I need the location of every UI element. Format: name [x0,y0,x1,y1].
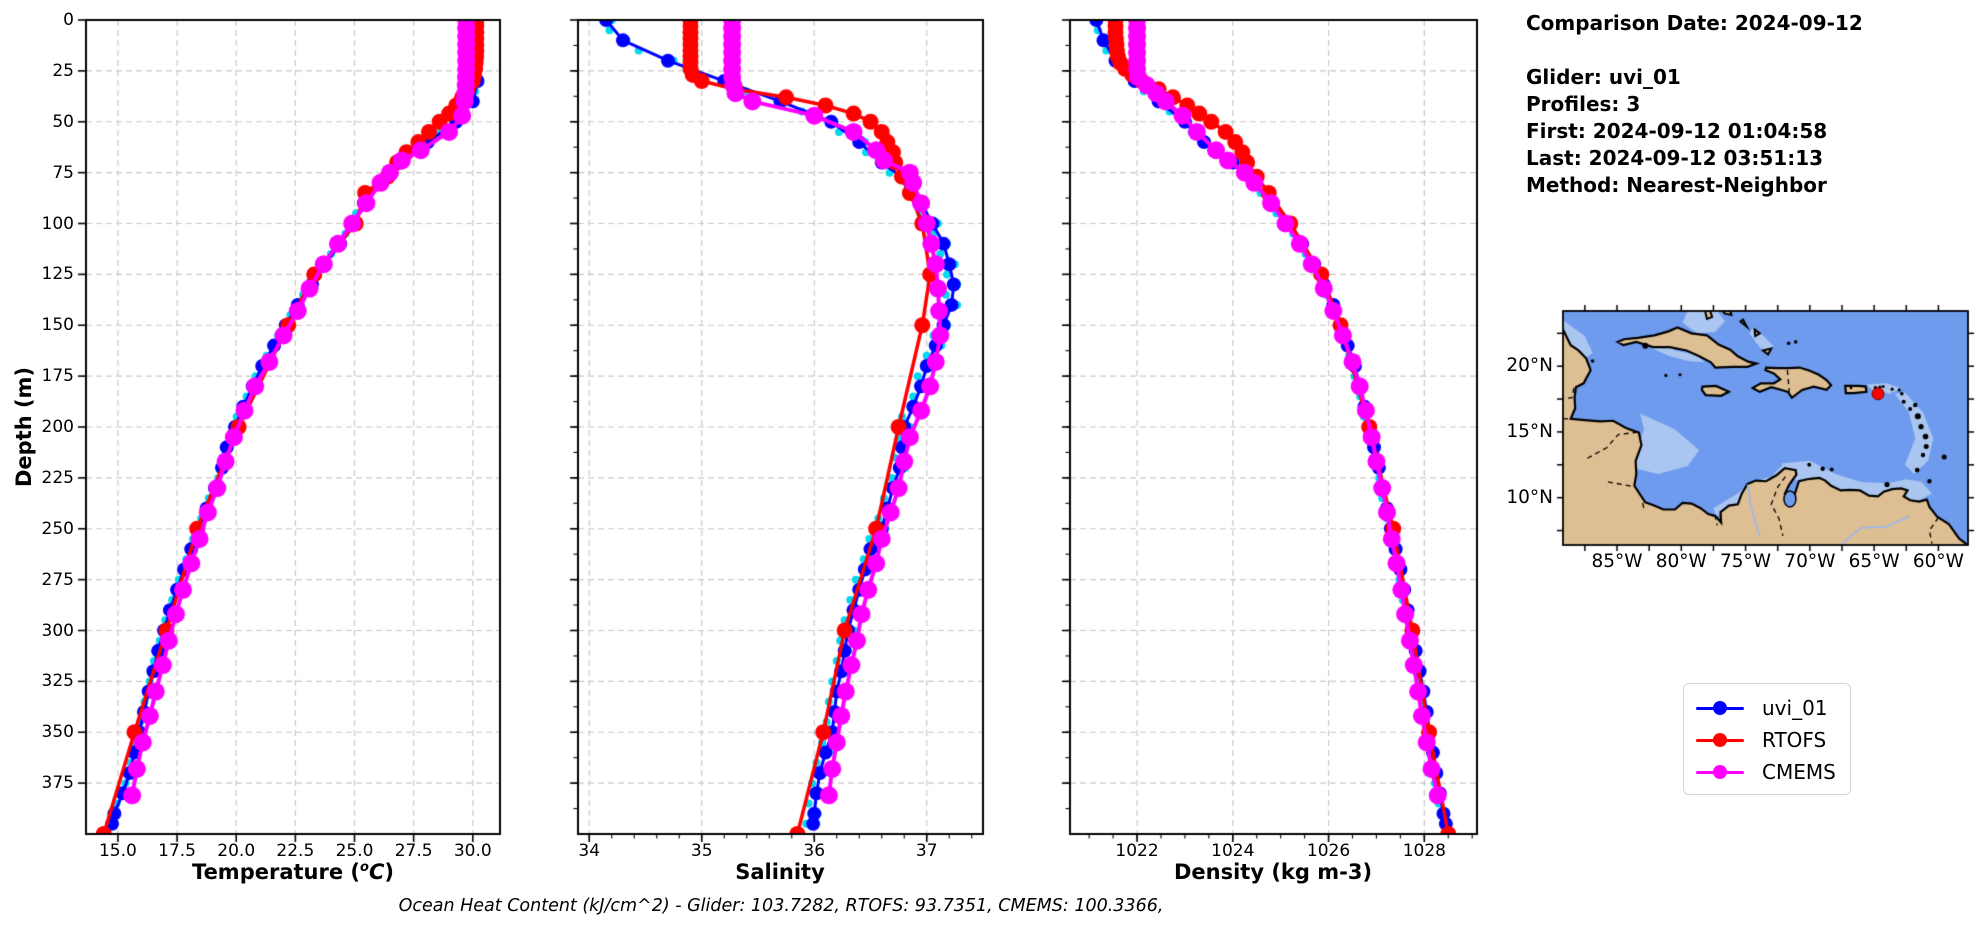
legend-item-cmems: CMEMS [1696,756,1850,788]
legend-item-rtofs: RTOFS [1696,724,1850,756]
depth-tick-label: 250 [41,518,74,539]
x-tick-label: 20.0 [217,841,256,861]
x-tick-label: 1024 [1211,841,1255,861]
comparison-date-text: Comparison Date: 2024-09-12 [1526,11,1863,35]
x-tick-label: 37 [915,841,938,861]
comparison-info-panel: Comparison Date: 2024-09-12 Glider: uvi_… [1526,10,1863,199]
ocean-heat-content-caption: Ocean Heat Content (kJ/cm^2) - Glider: 1… [398,896,1164,916]
info-spacer [1526,37,1863,64]
rtofs-line-marker-swatch [1696,732,1744,748]
depth-tick-label: 150 [41,315,74,336]
x-tick-label: 22.5 [276,841,315,861]
depth-tick-label: 75 [52,162,74,183]
depth-tick-label: 200 [41,417,74,437]
glider-name-text: Glider: uvi_01 [1526,65,1681,89]
legend: uvi_01 RTOFS CMEMS [1683,683,1851,795]
method-text: Method: Nearest-Neighbor [1526,173,1827,197]
x-tick-label: 1026 [1306,841,1351,861]
uvi01-line-marker-swatch [1696,700,1744,716]
legend-label-uvi01: uvi_01 [1762,696,1828,720]
longitude-tick-label: 65°W [1848,551,1900,572]
depth-tick-label: 50 [52,111,74,132]
temperature-axis-label-close: ) [384,860,394,884]
x-tick-label: 35 [690,841,713,861]
depth-tick-label: 325 [41,671,74,692]
depth-tick-label: 225 [41,467,74,488]
longitude-tick-label: 80°W [1655,551,1707,572]
depth-tick-label: 0 [63,10,74,30]
density-axis-label: Density (kg m-3) [1173,860,1373,884]
cmems-line-marker-swatch [1696,764,1744,780]
latitude-tick-label: 20°N [1506,355,1553,377]
x-tick-label: 27.5 [394,841,433,861]
depth-tick-label: 350 [41,722,74,743]
x-tick-label: 36 [803,841,826,861]
x-tick-label: 1022 [1115,841,1159,861]
x-tick-label: 17.5 [158,841,197,861]
last-profile-time-text: Last: 2024-09-12 03:51:13 [1526,146,1824,170]
legend-item-uvi01: uvi_01 [1696,692,1850,724]
x-tick-label: 34 [578,841,601,861]
temperature-axis-label: Temperature (oC) [192,860,394,884]
depth-tick-label: 300 [41,620,74,641]
longitude-tick-label: 85°W [1591,551,1643,572]
x-tick-label: 1028 [1402,841,1446,861]
x-tick-label: 15.0 [98,841,137,861]
longitude-tick-label: 75°W [1720,551,1772,572]
depth-tick-label: 175 [41,366,74,387]
degree-superscript: o [360,860,369,875]
salinity-axis-label: Salinity [735,860,825,884]
depth-tick-label: 125 [41,264,74,285]
latitude-tick-label: 15°N [1506,420,1553,442]
x-tick-label: 30.0 [453,841,492,861]
depth-tick-label: 275 [41,569,74,590]
x-tick-label: 25.0 [335,841,374,861]
legend-label-rtofs: RTOFS [1762,728,1827,752]
depth-tick-label: 100 [41,213,74,234]
depth-tick-label: 25 [52,60,74,81]
longitude-tick-label: 60°W [1912,551,1964,572]
profiles-count-text: Profiles: 3 [1526,92,1641,116]
longitude-tick-label: 70°W [1784,551,1836,572]
temperature-axis-label-text: Temperature ( [192,860,360,884]
first-profile-time-text: First: 2024-09-12 01:04:58 [1526,119,1828,143]
latitude-tick-label: 10°N [1506,486,1553,508]
depth-tick-label: 375 [41,773,74,794]
celsius-symbol: C [368,860,385,884]
legend-label-cmems: CMEMS [1762,760,1836,784]
